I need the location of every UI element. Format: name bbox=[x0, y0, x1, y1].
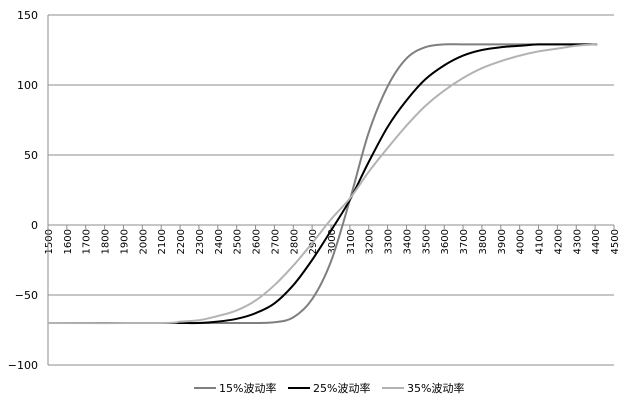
x-tick-label: 4300 bbox=[572, 229, 583, 254]
legend-label-1: 15%波动率 bbox=[219, 381, 276, 395]
x-tick-label: 1700 bbox=[82, 229, 93, 254]
x-tick-label: 1900 bbox=[119, 229, 130, 254]
y-tick-label: 150 bbox=[17, 9, 38, 22]
x-tick-label: 4100 bbox=[535, 229, 546, 254]
legend-label-2: 25%波动率 bbox=[313, 381, 370, 395]
x-tick-label: 2500 bbox=[233, 229, 244, 254]
x-tick-label: 3300 bbox=[384, 229, 395, 254]
y-tick-label: −50 bbox=[15, 289, 38, 302]
x-tick-label: 2000 bbox=[138, 229, 149, 254]
x-tick-label: 2800 bbox=[289, 229, 300, 254]
x-tick-label: 2100 bbox=[157, 229, 168, 254]
legend-label-3: 35%波动率 bbox=[407, 381, 464, 395]
y-tick-label: 100 bbox=[17, 79, 38, 92]
series-line-1 bbox=[48, 43, 598, 325]
x-tick-label: 4400 bbox=[591, 229, 602, 254]
x-tick-label: 1600 bbox=[63, 229, 74, 254]
x-tick-label: 1800 bbox=[101, 229, 112, 254]
legend: 15%波动率 25%波动率 35%波动率 bbox=[194, 381, 464, 395]
x-tick-label: 2300 bbox=[195, 229, 206, 254]
x-tick-label: 4500 bbox=[610, 229, 621, 254]
x-axis: 1500 1600 1700 1800 1900 2000 2100 2200 2300 2400… bbox=[44, 224, 621, 254]
series-lines bbox=[47, 43, 598, 325]
x-tick-label: 1500 bbox=[44, 229, 55, 254]
x-tick-label: 3000 bbox=[327, 229, 338, 254]
x-tick-label: 3700 bbox=[459, 229, 470, 254]
y-tick-label: −100 bbox=[8, 359, 38, 372]
gridlines bbox=[48, 14, 614, 366]
x-tick-label: 2700 bbox=[270, 229, 281, 254]
x-tick-label: 4000 bbox=[516, 229, 527, 254]
series-line-3 bbox=[47, 43, 598, 325]
x-tick-label: 2400 bbox=[214, 229, 225, 254]
x-tick-label: 3600 bbox=[440, 229, 451, 254]
x-tick-label: 3200 bbox=[365, 229, 376, 254]
x-tick-label: 2600 bbox=[252, 229, 263, 254]
y-tick-label: 50 bbox=[24, 149, 38, 162]
series-line-2 bbox=[48, 43, 598, 325]
x-tick-label: 3500 bbox=[421, 229, 432, 254]
x-tick-label: 3400 bbox=[402, 229, 413, 254]
y-axis: −100 −50 0 50 100 150 bbox=[8, 9, 49, 372]
x-tick-label: 4200 bbox=[553, 229, 564, 254]
x-tick-label: 3100 bbox=[346, 229, 357, 254]
x-tick-label: 3800 bbox=[478, 229, 489, 254]
y-tick-label: 0 bbox=[31, 219, 38, 232]
x-tick-label: 3900 bbox=[497, 229, 508, 254]
x-tick-label: 2200 bbox=[176, 229, 187, 254]
